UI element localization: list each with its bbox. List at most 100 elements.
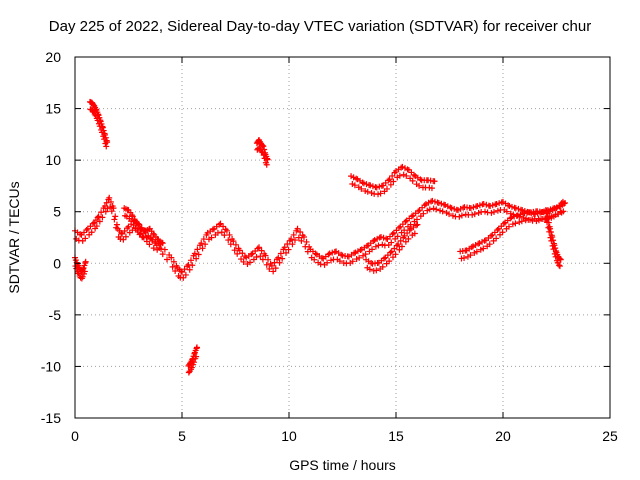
data-point xyxy=(351,182,358,189)
data-point xyxy=(545,219,552,226)
data-point xyxy=(186,266,193,273)
data-point xyxy=(159,240,166,247)
data-point xyxy=(108,208,115,215)
data-point xyxy=(81,268,88,275)
data-point xyxy=(193,255,200,262)
data-point xyxy=(208,234,215,241)
data-point xyxy=(187,257,194,264)
data-point xyxy=(261,146,268,153)
data-point xyxy=(209,226,216,233)
data-point xyxy=(473,248,480,255)
data-point xyxy=(481,237,488,244)
data-point xyxy=(318,254,325,261)
data-point xyxy=(362,251,369,258)
data-point xyxy=(256,244,263,251)
data-point xyxy=(503,208,510,215)
data-point xyxy=(556,263,563,270)
data-point xyxy=(195,251,202,258)
data-point xyxy=(375,242,382,249)
data-point xyxy=(190,359,197,366)
data-point xyxy=(433,206,440,213)
data-point xyxy=(491,209,498,216)
data-point xyxy=(227,241,234,248)
data-point xyxy=(149,236,156,243)
data-point xyxy=(193,353,200,360)
data-point xyxy=(439,208,446,215)
data-point xyxy=(198,240,205,247)
data-point xyxy=(311,256,318,263)
data-point xyxy=(223,227,230,234)
data-point xyxy=(493,235,500,242)
data-point xyxy=(446,211,453,218)
data-point xyxy=(276,259,283,266)
data-point xyxy=(402,218,409,225)
data-point xyxy=(202,241,209,248)
data-point xyxy=(118,229,125,236)
data-point xyxy=(420,210,427,217)
data-point xyxy=(168,254,175,261)
data-point xyxy=(542,207,549,214)
series-arc-9h xyxy=(253,137,271,168)
data-point xyxy=(559,198,566,205)
data-point xyxy=(547,225,554,232)
data-point xyxy=(408,213,415,220)
data-point xyxy=(199,245,206,252)
data-point xyxy=(289,241,296,248)
data-point xyxy=(494,226,501,233)
data-point xyxy=(82,258,89,265)
data-point xyxy=(263,161,270,168)
data-point xyxy=(284,240,291,247)
data-point xyxy=(103,199,110,206)
data-point xyxy=(401,227,408,234)
data-point xyxy=(395,241,402,248)
y-axis-label: SDTVAR / TECUs xyxy=(6,181,22,293)
data-point xyxy=(388,239,395,246)
data-point xyxy=(366,266,373,273)
data-point xyxy=(387,181,394,188)
data-point xyxy=(353,175,360,182)
data-point xyxy=(117,236,124,243)
data-point xyxy=(461,255,468,262)
data-point xyxy=(288,236,295,243)
data-point xyxy=(102,208,109,215)
data-point xyxy=(291,237,298,244)
data-point xyxy=(421,202,428,209)
data-point xyxy=(281,244,288,251)
data-point xyxy=(193,344,200,351)
data-point xyxy=(551,242,558,249)
data-point xyxy=(431,178,438,185)
data-point xyxy=(146,241,153,248)
data-point xyxy=(447,204,454,211)
series-neg-arc xyxy=(185,344,200,376)
data-point xyxy=(297,229,304,236)
data-point xyxy=(351,250,358,257)
data-point xyxy=(507,215,514,222)
data-point xyxy=(357,246,364,253)
series-arc-13h xyxy=(348,163,438,198)
grid-lines xyxy=(75,57,610,418)
x-tick-label: 25 xyxy=(602,428,618,444)
data-point xyxy=(283,249,290,256)
x-tick-label: 15 xyxy=(388,428,404,444)
series-drop-22h xyxy=(542,207,564,270)
data-point xyxy=(358,185,365,192)
data-point xyxy=(379,263,386,270)
data-point xyxy=(89,107,96,114)
data-point xyxy=(386,258,393,265)
data-point xyxy=(225,237,232,244)
data-point xyxy=(110,205,117,212)
data-point xyxy=(410,171,417,178)
data-point xyxy=(336,258,343,265)
series-arc-2h xyxy=(121,205,166,253)
data-point xyxy=(263,261,270,268)
data-point xyxy=(128,218,135,225)
data-points xyxy=(72,98,569,376)
data-point xyxy=(262,252,269,259)
data-point xyxy=(226,231,233,238)
data-point xyxy=(96,218,103,225)
data-point xyxy=(295,234,302,241)
data-point xyxy=(264,156,271,163)
data-point xyxy=(396,172,403,179)
data-point xyxy=(428,185,435,192)
data-point xyxy=(240,258,247,265)
